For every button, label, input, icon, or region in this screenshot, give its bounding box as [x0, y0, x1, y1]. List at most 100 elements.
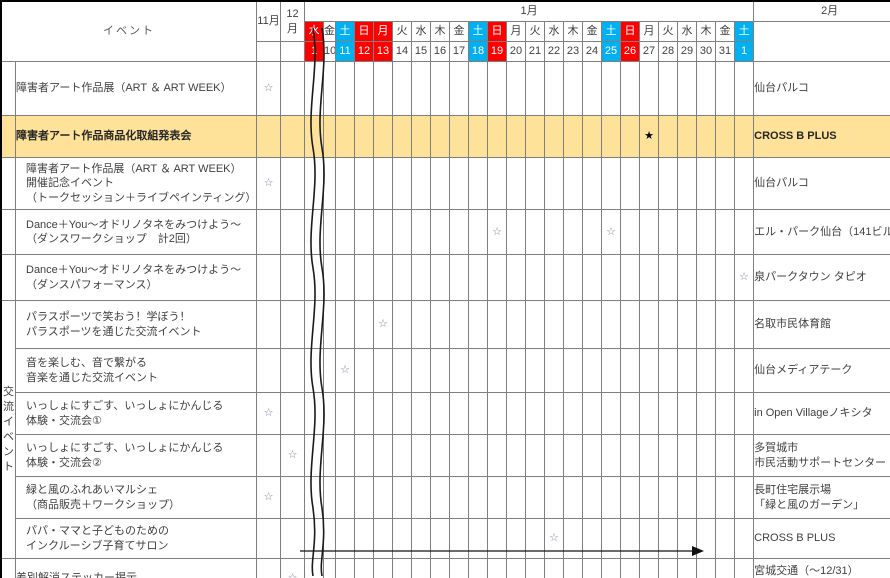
table-row[interactable]: Dance＋You～オドリノタネをみつけよう～ （ダンスワークショップ 計2回） ☆… — [1, 209, 890, 256]
day-cell-18[interactable] — [639, 254, 659, 302]
day-cell-23[interactable] — [733, 434, 755, 478]
day-cell-17[interactable] — [620, 558, 640, 578]
day-cell-0[interactable] — [304, 518, 324, 560]
day-cell-16[interactable] — [601, 254, 621, 302]
day-cell-17[interactable] — [620, 518, 640, 560]
day-cell-20[interactable] — [677, 434, 697, 478]
day-cell-2[interactable] — [335, 115, 355, 159]
day-cell-15[interactable] — [582, 518, 602, 560]
day-cell-4[interactable] — [373, 115, 393, 159]
day-cell-19[interactable] — [658, 157, 678, 211]
day-cell-16[interactable] — [601, 115, 621, 159]
day-cell-9[interactable] — [468, 518, 488, 560]
day-cell-16[interactable] — [601, 434, 621, 478]
day-cell-21[interactable] — [696, 348, 716, 394]
month-mark-cell-nov[interactable] — [256, 434, 281, 478]
day-cell-22[interactable] — [715, 300, 735, 350]
day-cell-21[interactable] — [696, 115, 716, 159]
day-cell-6[interactable] — [411, 518, 431, 560]
day-cell-21[interactable] — [696, 254, 716, 302]
day-cell-11[interactable] — [506, 300, 526, 350]
day-cell-0[interactable] — [304, 115, 324, 159]
day-cell-20[interactable] — [677, 61, 697, 117]
day-cell-4[interactable] — [373, 434, 393, 478]
day-cell-1[interactable] — [323, 300, 336, 350]
day-cell-3[interactable] — [354, 300, 374, 350]
day-cell-3[interactable] — [354, 518, 374, 560]
day-cell-10[interactable] — [487, 476, 507, 520]
day-cell-9[interactable] — [468, 61, 488, 117]
month-mark-cell-nov[interactable]: ☆ — [256, 392, 281, 436]
month-mark-cell-dec[interactable] — [280, 476, 305, 520]
day-cell-20[interactable] — [677, 157, 697, 211]
day-cell-8[interactable] — [449, 254, 469, 302]
day-cell-13[interactable] — [544, 348, 564, 394]
day-cell-20[interactable] — [677, 209, 697, 256]
day-cell-12[interactable] — [525, 209, 545, 256]
day-cell-9[interactable] — [468, 392, 488, 436]
day-cell-23[interactable] — [733, 348, 755, 394]
day-cell-22[interactable] — [715, 157, 735, 211]
day-cell-20[interactable] — [677, 115, 697, 159]
day-cell-5[interactable] — [392, 558, 412, 578]
day-cell-8[interactable] — [449, 518, 469, 560]
month-mark-cell-dec[interactable] — [280, 254, 305, 302]
month-mark-cell-nov[interactable] — [256, 348, 281, 394]
day-cell-22[interactable] — [715, 115, 735, 159]
month-mark-cell-dec[interactable]: ☆ — [280, 434, 305, 478]
day-cell-1[interactable] — [323, 434, 336, 478]
day-cell-18[interactable] — [639, 157, 659, 211]
day-cell-14[interactable] — [563, 300, 583, 350]
day-cell-15[interactable] — [582, 348, 602, 394]
day-cell-16[interactable] — [601, 61, 621, 117]
day-cell-19[interactable] — [658, 518, 678, 560]
day-cell-2[interactable] — [335, 209, 355, 256]
day-cell-8[interactable] — [449, 434, 469, 478]
day-cell-22[interactable] — [715, 434, 735, 478]
day-cell-21[interactable] — [696, 209, 716, 256]
day-cell-14[interactable] — [563, 254, 583, 302]
day-cell-4[interactable]: ☆ — [373, 300, 393, 350]
day-cell-2[interactable] — [335, 434, 355, 478]
day-cell-0[interactable] — [304, 392, 324, 436]
day-cell-17[interactable] — [620, 348, 640, 394]
day-cell-12[interactable] — [525, 518, 545, 560]
day-cell-6[interactable] — [411, 61, 431, 117]
day-cell-15[interactable] — [582, 61, 602, 117]
day-cell-9[interactable] — [468, 209, 488, 256]
day-cell-2[interactable] — [335, 518, 355, 560]
day-cell-4[interactable] — [373, 61, 393, 117]
day-cell-3[interactable] — [354, 115, 374, 159]
day-cell-17[interactable] — [620, 476, 640, 520]
day-cell-1[interactable] — [323, 476, 336, 520]
day-cell-15[interactable] — [582, 392, 602, 436]
day-cell-3[interactable] — [354, 157, 374, 211]
day-cell-0[interactable] — [304, 61, 324, 117]
day-cell-13[interactable] — [544, 558, 564, 578]
day-cell-1[interactable] — [323, 518, 336, 560]
day-cell-1[interactable] — [323, 209, 336, 256]
day-cell-23[interactable] — [733, 209, 755, 256]
month-mark-cell-nov[interactable]: ☆ — [256, 61, 281, 117]
day-cell-6[interactable] — [411, 209, 431, 256]
day-cell-14[interactable] — [563, 476, 583, 520]
table-row[interactable]: 障害者アート作品展（ART ＆ ART WEEK） ☆ 仙台パルコ — [1, 61, 890, 117]
day-cell-18[interactable] — [639, 348, 659, 394]
day-cell-14[interactable] — [563, 115, 583, 159]
day-cell-9[interactable] — [468, 254, 488, 302]
day-cell-16[interactable] — [601, 157, 621, 211]
month-mark-cell-dec[interactable] — [280, 348, 305, 394]
day-cell-17[interactable] — [620, 254, 640, 302]
month-mark-cell-dec[interactable] — [280, 157, 305, 211]
day-cell-13[interactable] — [544, 115, 564, 159]
day-cell-0[interactable] — [304, 254, 324, 302]
day-cell-4[interactable] — [373, 392, 393, 436]
day-cell-15[interactable] — [582, 254, 602, 302]
day-cell-21[interactable] — [696, 61, 716, 117]
day-cell-11[interactable] — [506, 61, 526, 117]
day-cell-5[interactable] — [392, 518, 412, 560]
table-row[interactable]: 交流イベントパラスポーツで笑おう！学ぼう！ パラスポーツを通じた交流イベント ☆ 名取… — [1, 300, 890, 560]
day-cell-8[interactable] — [449, 348, 469, 394]
day-cell-8[interactable] — [449, 392, 469, 436]
day-cell-23[interactable] — [733, 518, 755, 560]
